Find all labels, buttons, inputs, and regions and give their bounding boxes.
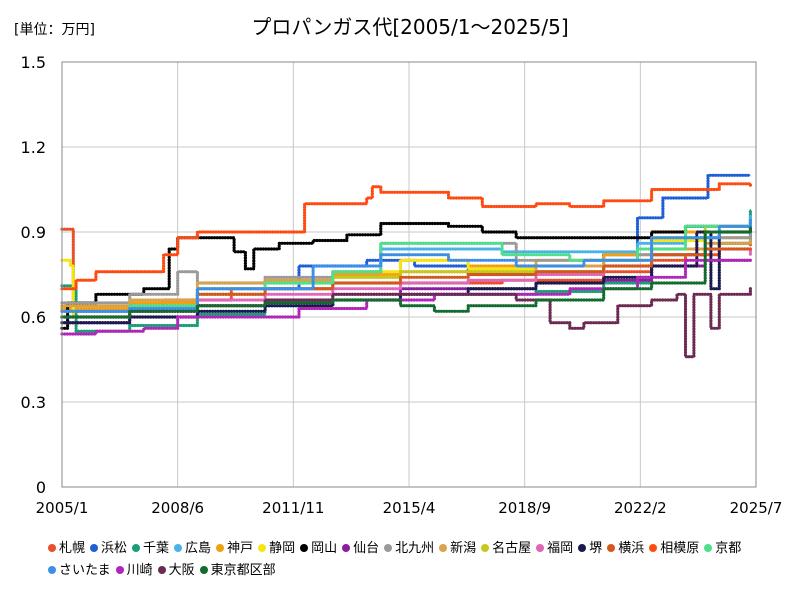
legend-marker [174, 543, 183, 552]
legend-label: 広島 [185, 541, 212, 556]
y-axis-ticks: 0 0.3 0.6 0.9 1.2 1.5 [21, 53, 46, 497]
legend-marker [90, 543, 99, 552]
y-tick-label: 1.5 [21, 53, 46, 72]
legend-marker [481, 543, 490, 552]
legend-item: 仙台 [342, 538, 379, 560]
legend-marker [48, 565, 56, 574]
legend-label: 横浜 [618, 541, 645, 556]
legend-label: 相模原 [660, 541, 700, 556]
x-tick-label: 2011/11 [262, 499, 324, 517]
y-tick-label: 0.3 [21, 393, 46, 412]
legend-marker [115, 565, 124, 574]
series-line-core-18 [62, 288, 751, 358]
legend-label: 福岡 [547, 541, 574, 556]
legend-item: 神戸 [216, 538, 253, 560]
legend-label: 名古屋 [492, 541, 532, 556]
legend-label: さいたま [59, 563, 111, 578]
series-line-7 [60, 258, 752, 325]
legend-marker [384, 543, 393, 552]
legend-label: 千葉 [143, 541, 170, 556]
legend-item: 広島 [174, 538, 211, 560]
legend-marker [157, 565, 166, 574]
legend-label: 浜松 [101, 541, 128, 556]
legend-marker [132, 543, 141, 552]
x-tick-label: 2022/2 [614, 499, 667, 517]
legend-label: 北九州 [395, 541, 435, 556]
legend-label: 仙台 [353, 541, 380, 556]
legend-item: 名古屋 [481, 538, 531, 560]
plot-frame [61, 61, 757, 488]
legend-item: 千葉 [132, 538, 169, 560]
legend-marker [342, 543, 351, 552]
x-tick-label: 2008/6 [151, 499, 204, 517]
legend-marker [704, 543, 713, 552]
legend-item: 札幌 [48, 538, 85, 560]
series-lines [60, 173, 752, 359]
legend-label: 川崎 [126, 563, 153, 578]
legend-item: 川崎 [115, 560, 153, 582]
x-tick-label: 2015/4 [383, 499, 436, 517]
series-line-core-14 [62, 183, 751, 290]
legend-item: 静岡 [258, 538, 295, 560]
legend-label: 岡山 [311, 541, 338, 556]
x-tick-label: 2025/7 [730, 499, 783, 517]
legend-marker [649, 543, 658, 552]
series-line-core-7 [62, 259, 751, 324]
chart-canvas: [単位：万円] プロパンガス代[2005/1～2025/5] 0 0.3 0.6 0.… [14, 15, 783, 517]
legend-item: 大阪 [157, 560, 195, 582]
legend-label: 札幌 [59, 541, 86, 556]
series-line-core-6 [62, 222, 751, 329]
series-line-core-16 [62, 217, 751, 312]
legend-item: 相模原 [649, 538, 699, 560]
y-tick-label: 1.2 [21, 138, 46, 157]
legend-marker [48, 543, 56, 552]
legend-item: 岡山 [300, 538, 337, 560]
series-line-core-17 [62, 259, 751, 335]
legend-marker [578, 543, 587, 552]
legend-label: 東京都区部 [210, 563, 276, 578]
legend-marker [607, 543, 616, 552]
y-tick-label: 0 [36, 478, 46, 497]
legend-marker [300, 543, 309, 552]
x-tick-label: 2018/9 [498, 499, 551, 517]
chart-title: プロパンガス代[2005/1～2025/5] [251, 15, 568, 39]
legend-item: 新潟 [439, 538, 476, 560]
legend-label: 堺 [589, 541, 603, 556]
legend-label: 京都 [715, 541, 742, 556]
x-tick-label: 2005/1 [36, 499, 89, 517]
legend-label: 大阪 [168, 563, 195, 578]
unit-label: [単位：万円] [14, 22, 95, 38]
x-axis-ticks: 2005/1 2008/6 2011/11 2015/4 2018/9 2022/2 202… [36, 499, 783, 517]
legend-label: 静岡 [269, 541, 296, 556]
legend-item: 横浜 [607, 538, 644, 560]
legend-label: 神戸 [227, 541, 254, 556]
legend-marker [536, 543, 545, 552]
legend-marker [216, 543, 225, 552]
legend-item: 北九州 [384, 538, 434, 560]
legend-item: 東京都区部 [199, 560, 276, 582]
legend-item: 堺 [578, 538, 602, 560]
legend-label: 新潟 [450, 541, 477, 556]
legend: 札幌 浜松 千葉 広島 神戸 静岡 岡山 仙台 北九州 新潟 名古屋 福岡堺横浜 相模原 京都さいたま 川崎… [48, 538, 788, 582]
legend-item: 浜松 [90, 538, 127, 560]
y-tick-label: 0.6 [21, 308, 46, 327]
legend-item: 福岡 [536, 538, 573, 560]
legend-marker [439, 543, 448, 552]
legend-marker [258, 543, 267, 552]
series-line-core-19 [62, 226, 751, 318]
legend-marker [199, 565, 208, 574]
legend-item: さいたま [48, 560, 111, 582]
legend-item: 京都 [704, 538, 741, 560]
y-tick-label: 0.9 [21, 223, 46, 242]
